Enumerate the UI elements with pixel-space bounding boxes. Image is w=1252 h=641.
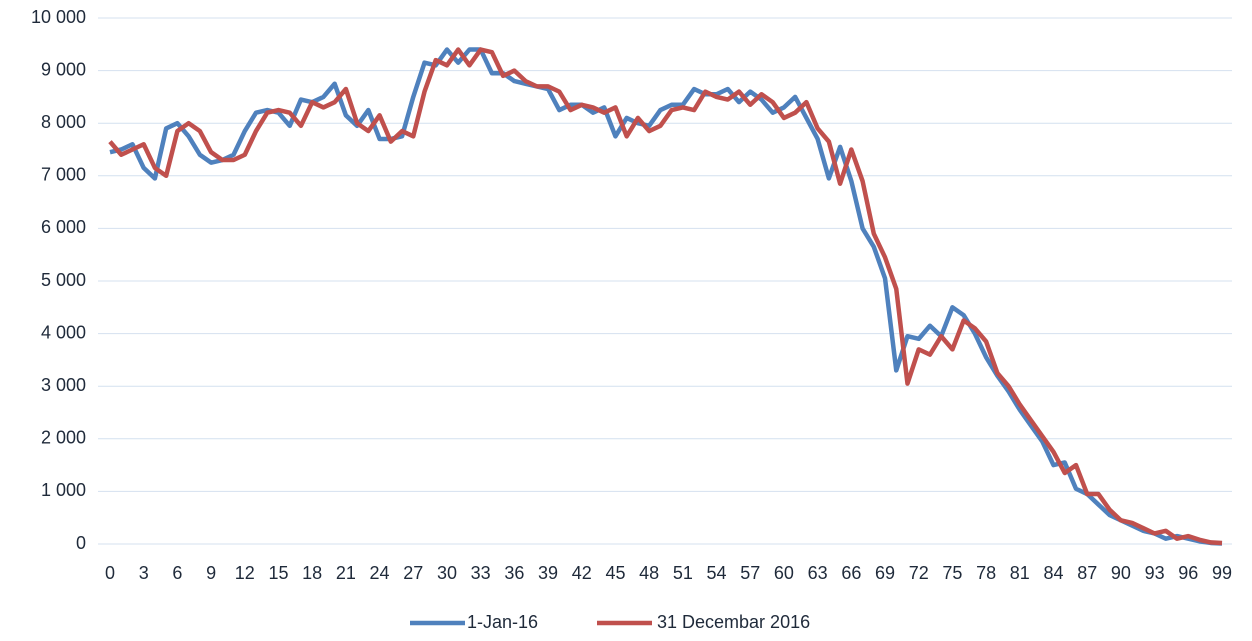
x-tick-label: 96 [1178, 563, 1198, 583]
x-tick-label: 78 [976, 563, 996, 583]
x-tick-label: 3 [139, 563, 149, 583]
x-tick-label: 81 [1010, 563, 1030, 583]
x-tick-label: 45 [605, 563, 625, 583]
legend-label: 31 Decembar 2016 [657, 612, 810, 632]
x-tick-label: 12 [235, 563, 255, 583]
y-tick-label: 8 000 [41, 112, 86, 132]
x-tick-label: 21 [336, 563, 356, 583]
x-tick-label: 57 [740, 563, 760, 583]
x-tick-label: 90 [1111, 563, 1131, 583]
y-tick-label: 10 000 [31, 7, 86, 27]
line-series [109, 47, 1223, 546]
x-tick-label: 39 [538, 563, 558, 583]
y-tick-label: 6 000 [41, 217, 86, 237]
x-tick-label: 36 [504, 563, 524, 583]
legend-label: 1-Jan-16 [467, 612, 538, 632]
x-tick-label: 63 [808, 563, 828, 583]
y-tick-label: 1 000 [41, 480, 86, 500]
x-tick-label: 66 [841, 563, 861, 583]
x-tick-label: 18 [302, 563, 322, 583]
x-tick-label: 51 [673, 563, 693, 583]
y-tick-label: 2 000 [41, 428, 86, 448]
x-tick-label: 15 [268, 563, 288, 583]
x-tick-label: 24 [370, 563, 390, 583]
y-tick-label: 5 000 [41, 270, 86, 290]
x-tick-label: 30 [437, 563, 457, 583]
x-tick-label: 72 [909, 563, 929, 583]
y-tick-label: 3 000 [41, 375, 86, 395]
line-series [108, 47, 1223, 546]
x-tick-label: 54 [707, 563, 727, 583]
x-tick-label: 42 [572, 563, 592, 583]
x-tick-label: 99 [1212, 563, 1232, 583]
x-tick-label: 6 [172, 563, 182, 583]
x-tick-label: 93 [1145, 563, 1165, 583]
x-tick-label: 87 [1077, 563, 1097, 583]
y-tick-label: 0 [76, 533, 86, 553]
x-tick-label: 60 [774, 563, 794, 583]
x-tick-label: 27 [403, 563, 423, 583]
x-tick-label: 9 [206, 563, 216, 583]
y-tick-label: 7 000 [41, 165, 86, 185]
x-tick-label: 75 [942, 563, 962, 583]
x-tick-label: 0 [105, 563, 115, 583]
y-tick-label: 4 000 [41, 322, 86, 342]
x-tick-label: 33 [471, 563, 491, 583]
x-tick-label: 84 [1043, 563, 1063, 583]
x-tick-label: 69 [875, 563, 895, 583]
x-tick-label: 48 [639, 563, 659, 583]
y-tick-label: 9 000 [41, 59, 86, 79]
